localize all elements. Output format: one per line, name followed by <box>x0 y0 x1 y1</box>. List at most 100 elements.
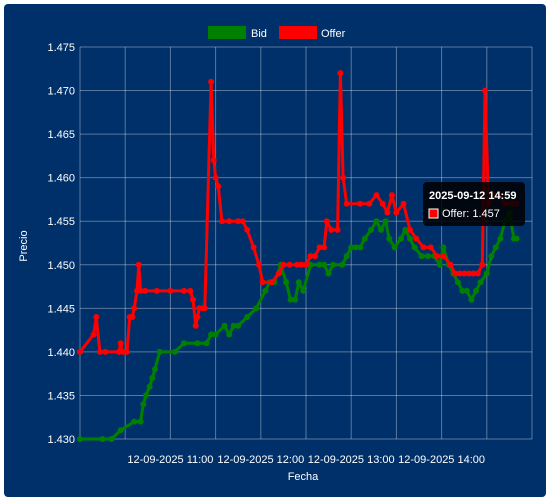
data-point-offer[interactable] <box>357 200 364 207</box>
data-point-bid[interactable] <box>325 270 332 277</box>
data-point-offer[interactable] <box>452 270 459 277</box>
data-point-bid[interactable] <box>307 261 314 268</box>
data-point-bid[interactable] <box>108 436 115 442</box>
data-point-bid[interactable] <box>382 218 389 225</box>
data-point-bid[interactable] <box>137 418 144 425</box>
data-point-offer[interactable] <box>323 218 330 225</box>
data-point-offer[interactable] <box>420 244 427 251</box>
data-point-offer[interactable] <box>256 261 262 268</box>
data-point-bid[interactable] <box>463 287 470 294</box>
data-point-offer[interactable] <box>235 218 242 225</box>
data-point-bid[interactable] <box>483 270 490 277</box>
data-point-bid[interactable] <box>212 331 219 338</box>
data-point-bid[interactable] <box>492 244 499 251</box>
data-point-offer[interactable] <box>142 287 149 294</box>
data-point-offer[interactable] <box>366 200 373 207</box>
data-point-bid[interactable] <box>473 287 479 294</box>
data-point-offer[interactable] <box>298 261 305 268</box>
data-point-offer[interactable] <box>447 261 454 268</box>
data-point-bid[interactable] <box>208 331 215 338</box>
data-point-offer[interactable] <box>119 348 126 355</box>
data-point-bid[interactable] <box>181 340 187 347</box>
data-point-bid[interactable] <box>407 235 413 242</box>
data-point-bid[interactable] <box>477 279 484 286</box>
data-point-bid[interactable] <box>352 244 359 251</box>
data-point-offer[interactable] <box>334 226 341 233</box>
data-point-bid[interactable] <box>339 261 346 268</box>
data-point-bid[interactable] <box>391 244 398 251</box>
data-point-offer[interactable] <box>312 253 318 260</box>
data-point-bid[interactable] <box>262 287 269 294</box>
data-point-bid[interactable] <box>513 235 520 242</box>
data-point-offer[interactable] <box>280 261 287 268</box>
data-point-bid[interactable] <box>140 401 147 408</box>
legend-item-offer[interactable]: Offer <box>279 26 346 40</box>
data-point-offer[interactable] <box>379 200 386 207</box>
data-point-offer[interactable] <box>340 174 347 181</box>
data-point-offer[interactable] <box>181 287 187 294</box>
data-point-offer[interactable] <box>194 314 201 320</box>
data-point-bid[interactable] <box>454 279 461 286</box>
data-point-offer[interactable] <box>479 261 486 268</box>
data-point-offer[interactable] <box>135 261 142 268</box>
data-point-offer[interactable] <box>388 192 395 199</box>
data-point-offer[interactable] <box>268 279 275 286</box>
data-point-bid[interactable] <box>292 296 299 303</box>
data-point-bid[interactable] <box>468 296 475 303</box>
data-point-bid[interactable] <box>348 244 355 251</box>
data-point-offer[interactable] <box>239 218 246 225</box>
data-point-offer[interactable] <box>427 244 434 251</box>
data-point-offer[interactable] <box>456 270 463 277</box>
data-point-bid[interactable] <box>343 253 350 260</box>
data-point-offer[interactable] <box>482 87 488 94</box>
data-point-bid[interactable] <box>373 218 380 225</box>
data-point-offer[interactable] <box>129 314 136 320</box>
data-point-offer[interactable] <box>337 70 344 77</box>
data-point-offer[interactable] <box>434 253 441 260</box>
data-point-bid[interactable] <box>221 322 228 329</box>
data-point-bid[interactable] <box>368 226 375 233</box>
legend-item-bid[interactable]: Bid <box>208 26 267 40</box>
data-point-offer[interactable] <box>190 296 196 303</box>
data-point-bid[interactable] <box>203 340 210 347</box>
data-point-offer[interactable] <box>321 244 328 251</box>
data-point-bid[interactable] <box>244 314 251 320</box>
data-point-bid[interactable] <box>402 226 409 233</box>
data-point-offer[interactable] <box>373 192 380 199</box>
data-point-offer[interactable] <box>440 253 447 260</box>
data-point-offer[interactable] <box>474 270 481 277</box>
data-point-offer[interactable] <box>218 218 225 225</box>
data-point-offer[interactable] <box>212 174 219 181</box>
data-point-offer[interactable] <box>286 261 293 268</box>
data-point-bid[interactable] <box>253 305 260 312</box>
data-point-bid[interactable] <box>156 348 163 355</box>
data-point-bid[interactable] <box>117 427 124 434</box>
data-point-offer[interactable] <box>259 279 266 286</box>
data-point-bid[interactable] <box>321 261 328 268</box>
data-point-offer[interactable] <box>407 226 413 233</box>
data-point-bid[interactable] <box>149 375 156 381</box>
data-point-offer[interactable] <box>208 78 215 85</box>
data-point-offer[interactable] <box>137 287 144 294</box>
data-point-bid[interactable] <box>287 296 294 303</box>
data-point-offer[interactable] <box>316 244 323 251</box>
data-point-bid[interactable] <box>171 348 178 355</box>
data-point-bid[interactable] <box>143 392 149 399</box>
data-point-offer[interactable] <box>131 305 138 312</box>
data-point-offer[interactable] <box>461 270 468 277</box>
data-point-offer[interactable] <box>167 287 174 294</box>
data-point-offer[interactable] <box>250 244 257 251</box>
data-point-offer[interactable] <box>275 270 282 277</box>
data-point-offer[interactable] <box>117 340 124 347</box>
data-point-offer[interactable] <box>465 270 472 277</box>
data-point-bid[interactable] <box>497 235 504 242</box>
data-point-bid[interactable] <box>194 340 201 347</box>
data-point-bid[interactable] <box>300 287 307 294</box>
data-point-offer[interactable] <box>307 253 314 260</box>
data-point-offer[interactable] <box>102 348 109 355</box>
data-point-bid[interactable] <box>418 253 425 260</box>
data-point-offer[interactable] <box>328 226 335 233</box>
data-point-offer[interactable] <box>90 331 97 338</box>
data-point-bid[interactable] <box>411 244 418 251</box>
data-point-bid[interactable] <box>152 366 158 373</box>
